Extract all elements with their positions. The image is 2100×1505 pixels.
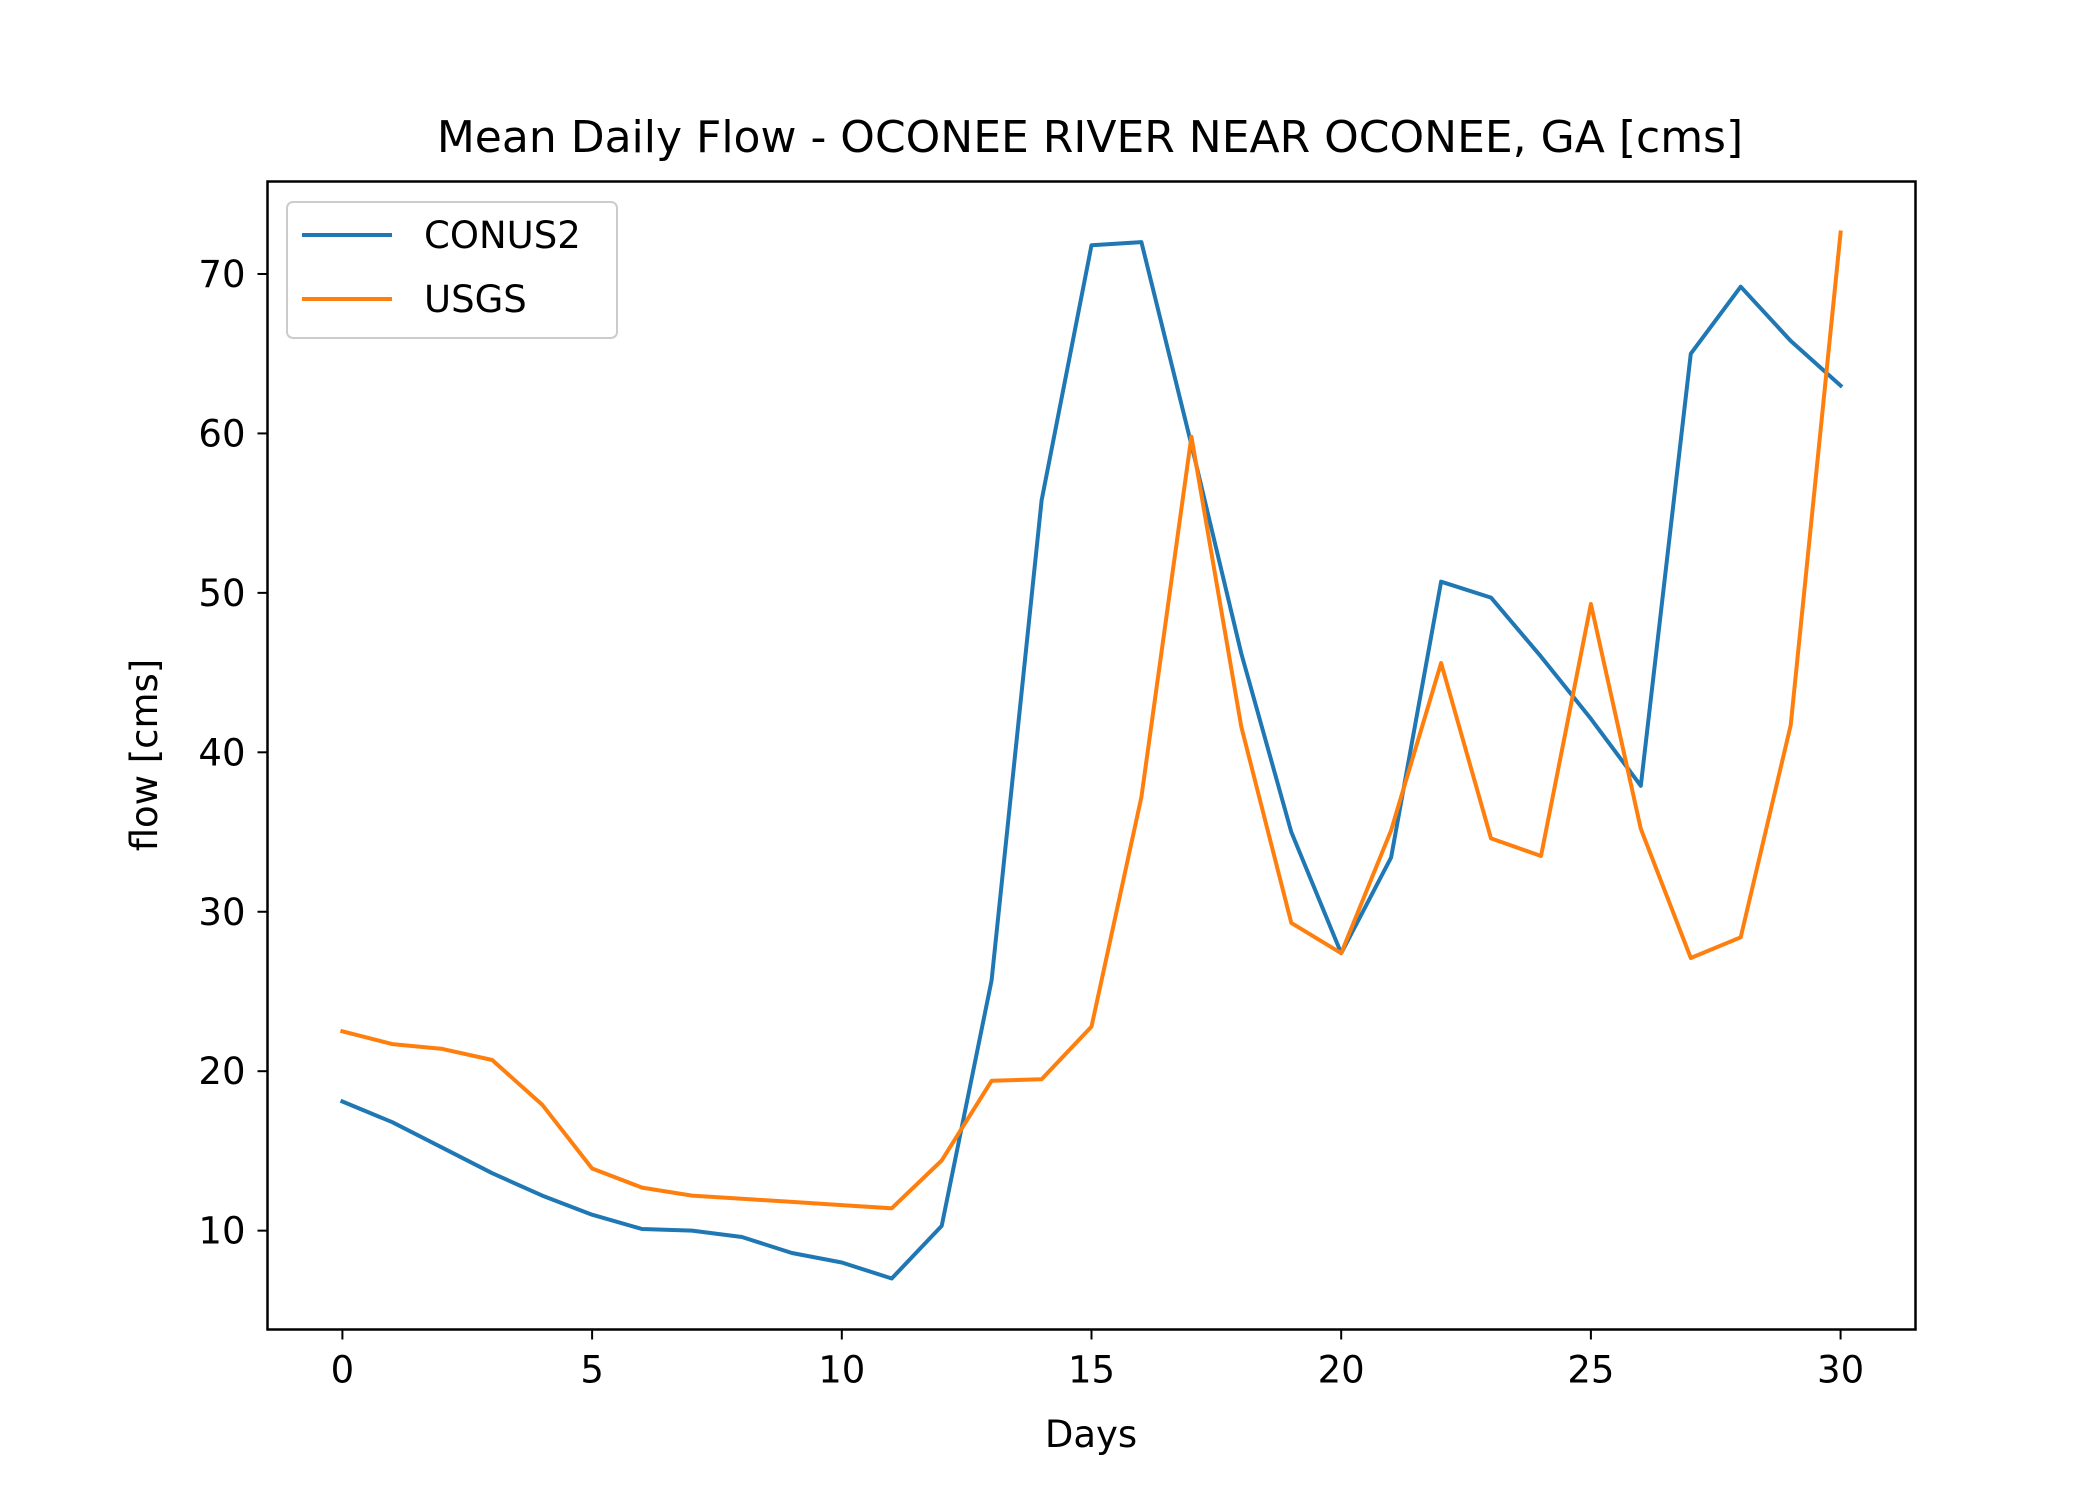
x-tick-label: 15 [1068,1349,1115,1392]
y-tick-label: 40 [198,731,245,774]
x-tick-label: 5 [580,1349,604,1392]
x-tick-label: 10 [818,1349,865,1392]
series-layer [339,230,1844,1281]
legend: CONUS2 USGS [286,201,618,339]
x-axis-label: Days [1045,1413,1137,1456]
x-tick-label: 30 [1817,1349,1864,1392]
x-tick-label: 0 [331,1349,355,1392]
y-axis-label: flow [cms] [123,659,166,852]
y-tick-label: 60 [198,412,245,455]
y-tick-label: 50 [198,572,245,615]
y-tick-label: 10 [198,1210,245,1253]
series-line-usgs [339,230,1843,1211]
y-tick-label: 70 [198,253,245,296]
x-axis: 0 5 10 15 20 25 30 [331,1329,1864,1392]
legend-label-conus2: CONUS2 [424,214,581,257]
x-tick-label: 25 [1567,1349,1614,1392]
x-tick-label: 20 [1318,1349,1365,1392]
y-axis: 10 20 30 40 50 60 70 [198,253,268,1253]
legend-label-usgs: USGS [424,278,527,321]
y-tick-label: 30 [198,891,245,934]
chart-title: Mean Daily Flow - OCONEE RIVER NEAR OCON… [437,112,1743,163]
y-tick-label: 20 [198,1050,245,1093]
series-line-conus2 [339,240,1844,1281]
